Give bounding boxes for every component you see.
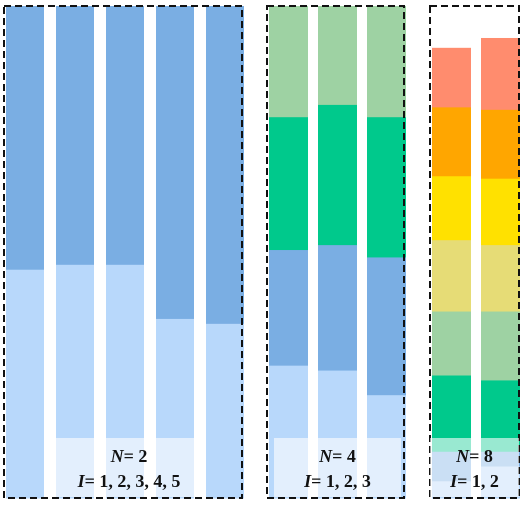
caption-n-var: N: [318, 446, 333, 466]
bar: [432, 47, 471, 499]
bar: [481, 37, 520, 499]
caption-i-var: I: [303, 471, 312, 491]
bar-segment-orange: [432, 106, 471, 177]
panel-border: [266, 5, 405, 499]
panel-n2: N= 2 I= 1, 2, 3, 4, 5: [3, 5, 244, 499]
bar: [106, 6, 144, 499]
caption-n-var: N: [110, 446, 125, 466]
caption-i-var: I: [449, 471, 458, 491]
bar: [156, 6, 194, 499]
bar-segment-blue-light: [6, 269, 44, 499]
bar-segment-salmon: [481, 37, 520, 110]
bar: [269, 6, 308, 499]
bar-segment-blue-light: [206, 323, 244, 499]
bar-segment-green-light: [481, 311, 520, 381]
bar-segment-blue: [106, 6, 144, 265]
caption-i-list: I= 1, 2, 3: [303, 471, 371, 491]
panel-border: [3, 5, 243, 499]
caption-box: [54, 438, 204, 497]
caption-box: [274, 438, 401, 497]
bar: [6, 6, 44, 499]
bar-segment-orange: [481, 109, 520, 179]
bar-segment-green-light: [318, 6, 357, 105]
bar: [56, 6, 94, 499]
bar-segment-blue: [367, 256, 406, 396]
caption-n-value: = 8: [469, 446, 493, 466]
bar-segment-green: [318, 104, 357, 246]
bar-segment-blue: [318, 244, 357, 371]
bar-segment-blue: [56, 6, 94, 265]
caption-i-var: I: [77, 471, 86, 491]
caption-n-count: N= 8: [455, 446, 493, 466]
bar-segment-yellow-khaki: [481, 244, 520, 312]
bar: [318, 6, 357, 499]
bar: [367, 6, 406, 499]
bar-segment-blue: [6, 6, 44, 270]
bar: [206, 6, 244, 499]
bar-segment-blue: [269, 249, 308, 366]
caption-i-list: I= 1, 2: [449, 471, 499, 491]
bar-segment-yellow-khaki: [432, 239, 471, 312]
bar-segment-green-light: [269, 6, 308, 118]
bar-segment-green: [367, 116, 406, 258]
bar-segment-salmon: [432, 47, 471, 108]
bar-segment-green: [269, 116, 308, 251]
bar-segment-yellow: [481, 178, 520, 246]
caption-n-value: = 4: [332, 446, 356, 466]
bar-segment-blue: [156, 6, 194, 319]
panel-n8: N= 8 I= 1, 2: [429, 5, 520, 499]
bar-segment-yellow: [432, 175, 471, 241]
caption-n-value: = 2: [124, 446, 148, 466]
bar-segment-green-light: [432, 311, 471, 376]
panel-n4: N= 4 I= 1, 2, 3: [266, 5, 406, 499]
caption-n-count: N= 2: [110, 446, 148, 466]
caption-i-value: = 1, 2: [457, 471, 499, 491]
bar-segment-green-light: [367, 6, 406, 118]
caption-i-list: I= 1, 2, 3, 4, 5: [77, 471, 181, 491]
caption-box: [430, 438, 519, 497]
panel-border: [429, 5, 520, 499]
bar-segment-blue: [206, 6, 244, 324]
caption-i-value: = 1, 2, 3: [311, 471, 371, 491]
caption-n-count: N= 4: [318, 446, 356, 466]
caption-n-var: N: [455, 446, 470, 466]
caption-i-value: = 1, 2, 3, 4, 5: [85, 471, 181, 491]
